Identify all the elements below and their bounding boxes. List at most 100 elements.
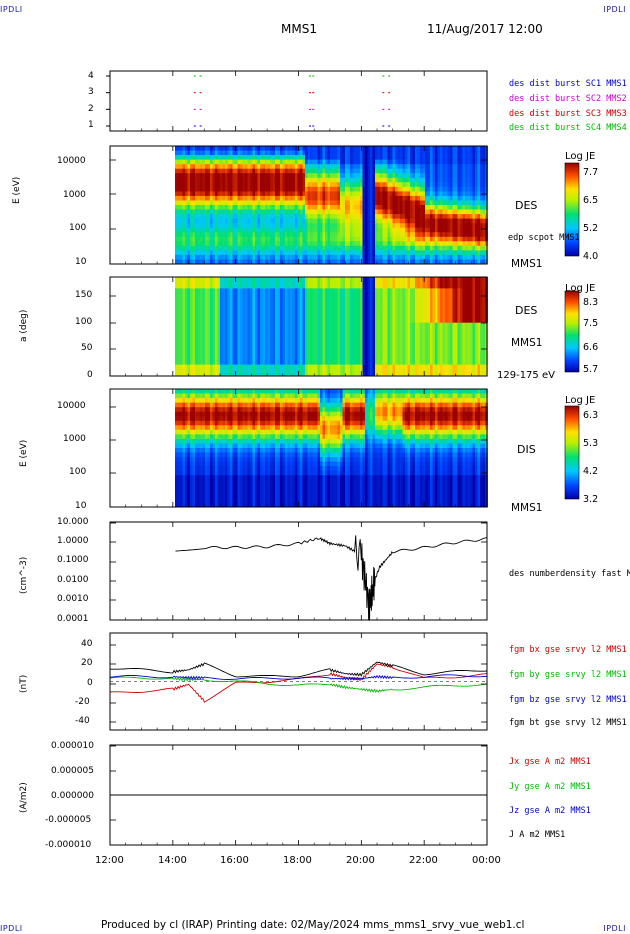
des-energy-spectrogram-cell xyxy=(485,236,488,242)
des-pitch-spectrogram-cell xyxy=(187,311,191,316)
des-energy-spectrogram-cell xyxy=(345,245,348,251)
des-energy-spectrogram-cell xyxy=(295,218,298,224)
des-energy-spectrogram-cell xyxy=(320,236,323,242)
des-pitch-spectrogram-cell xyxy=(202,307,206,312)
des-energy-spectrogram-cell xyxy=(222,146,226,151)
des-energy-spectrogram-cell xyxy=(382,205,386,210)
des-energy-spectrogram-cell xyxy=(277,164,281,170)
des-energy-spectrogram-cell xyxy=(270,186,273,192)
des-energy-spectrogram-cell xyxy=(277,146,281,151)
des-energy-spectrogram-cell xyxy=(290,195,293,201)
des-energy-spectrogram-cell xyxy=(355,164,358,170)
des-energy-spectrogram-cell xyxy=(272,164,276,170)
des-energy-spectrogram-cell xyxy=(197,155,201,160)
des-energy-spectrogram-cell xyxy=(300,218,303,224)
des-energy-spectrogram-cell xyxy=(247,214,251,219)
des-energy-spectrogram-cell xyxy=(337,168,341,174)
des-energy-spectrogram-cell xyxy=(317,214,321,219)
des-pitch-spectrogram-cell xyxy=(250,284,253,289)
des-energy-spectrogram-cell xyxy=(475,150,478,156)
des-pitch-spectrogram-cell xyxy=(247,334,251,339)
des-energy-spectrogram-cell xyxy=(192,227,196,233)
des-energy-spectrogram-cell xyxy=(372,241,376,247)
des-pitch-spectrogram-cell xyxy=(195,284,198,289)
des-energy-spectrogram-cell xyxy=(442,205,446,210)
des-energy-spectrogram-cell xyxy=(325,227,328,233)
des-pitch-spectrogram-cell xyxy=(230,337,233,343)
des-energy-spectrogram-cell xyxy=(432,245,436,251)
des-energy-spectrogram-cell xyxy=(360,182,363,188)
des-energy-spectrogram-cell xyxy=(362,200,366,206)
des-pitch-spectrogram-cell xyxy=(315,337,318,343)
des-energy-spectrogram-cell xyxy=(265,150,268,156)
des-energy-spectrogram-cell xyxy=(345,191,348,197)
des-energy-spectrogram-cell xyxy=(215,214,218,219)
des-pitch-spectrogram-cell xyxy=(197,284,201,289)
des-energy-spectrogram-cell xyxy=(355,205,358,210)
des-energy-spectrogram-cell xyxy=(307,241,311,247)
des-pitch-spectrogram-cell xyxy=(242,284,246,289)
des-energy-spectrogram-cell xyxy=(285,241,288,247)
des-energy-spectrogram-cell xyxy=(195,164,198,170)
des-energy-spectrogram-cell xyxy=(245,218,248,224)
des-pitch-spectrogram-cell xyxy=(332,299,336,304)
des-pitch-spectrogram-cell xyxy=(320,345,323,350)
des-energy-spectrogram-cell xyxy=(225,155,228,160)
des-pitch-spectrogram-cell xyxy=(312,296,316,301)
des-energy-spectrogram-cell xyxy=(410,232,413,238)
des-energy-spectrogram-cell xyxy=(315,159,318,165)
des-pitch-spectrogram-cell xyxy=(190,296,193,301)
des-energy-spectrogram-cell xyxy=(397,232,401,238)
des-energy-spectrogram-cell xyxy=(392,164,396,170)
des-energy-spectrogram-cell xyxy=(217,159,221,165)
des-energy-spectrogram-cell xyxy=(362,191,366,197)
des-energy-spectrogram-cell xyxy=(420,254,423,260)
des-pitch-spectrogram-cell xyxy=(320,277,323,282)
des-energy-spectrogram-cell xyxy=(365,250,368,256)
des-pitch-spectrogram-cell xyxy=(182,284,186,289)
des-pitch-spectrogram-cell xyxy=(312,368,316,373)
des-pitch-spectrogram-cell xyxy=(327,315,331,320)
des-energy-spectrogram-cell xyxy=(342,186,346,192)
des-pitch-spectrogram-cell xyxy=(295,337,298,343)
des-pitch-spectrogram-cell xyxy=(335,357,338,362)
des-pitch-spectrogram-cell xyxy=(197,315,201,320)
des-energy-spectrogram-cell xyxy=(210,241,213,247)
des-energy-spectrogram-cell xyxy=(435,232,438,238)
des-pitch-spectrogram-cell xyxy=(260,284,263,289)
des-pitch-spectrogram-cell xyxy=(217,345,221,350)
des-energy-spectrogram-cell xyxy=(387,164,391,170)
des-energy-spectrogram-cell xyxy=(370,241,373,247)
des-energy-spectrogram-cell xyxy=(175,173,178,179)
des-energy-spectrogram-cell xyxy=(205,241,208,247)
des-energy-spectrogram-cell xyxy=(250,195,253,201)
des-pitch-spectrogram-cell xyxy=(247,345,251,350)
des-energy-spectrogram-cell xyxy=(355,191,358,197)
des-energy-spectrogram-cell xyxy=(390,205,393,210)
des-pitch-spectrogram-cell xyxy=(220,341,223,346)
des-energy-spectrogram-cell xyxy=(417,227,421,233)
des-energy-spectrogram-cell xyxy=(245,150,248,156)
des-pitch-spectrogram-cell xyxy=(267,277,271,282)
des-energy-spectrogram-cell xyxy=(407,168,411,174)
des-pitch-spectrogram-cell xyxy=(282,292,286,297)
des-pitch-spectrogram-cell xyxy=(247,284,251,289)
des-energy-spectrogram-cell xyxy=(255,214,258,219)
des-pitch-spectrogram-cell xyxy=(285,334,288,339)
des-pitch-spectrogram-cell xyxy=(200,296,203,301)
des-energy-spectrogram-cell xyxy=(287,177,291,183)
des-energy-spectrogram-cell xyxy=(267,168,271,174)
des-pitch-spectrogram-cell xyxy=(317,349,321,354)
des-energy-spectrogram-cell xyxy=(395,200,398,206)
des-energy-spectrogram-cell xyxy=(430,254,433,260)
des-energy-spectrogram-cell xyxy=(410,259,413,265)
des-pitch-spectrogram-cell xyxy=(242,353,246,358)
des-energy-spectrogram-cell xyxy=(465,155,468,160)
des-pitch-spectrogram-cell xyxy=(310,334,313,339)
des-pitch-spectrogram-cell xyxy=(310,277,313,282)
des-energy-spectrogram-cell xyxy=(425,146,428,151)
des-pitch-spectrogram-cell xyxy=(182,292,186,297)
des-energy-spectrogram-cell xyxy=(412,164,416,170)
des-energy-spectrogram-cell xyxy=(435,173,438,179)
des-energy-spectrogram-cell xyxy=(237,250,241,256)
